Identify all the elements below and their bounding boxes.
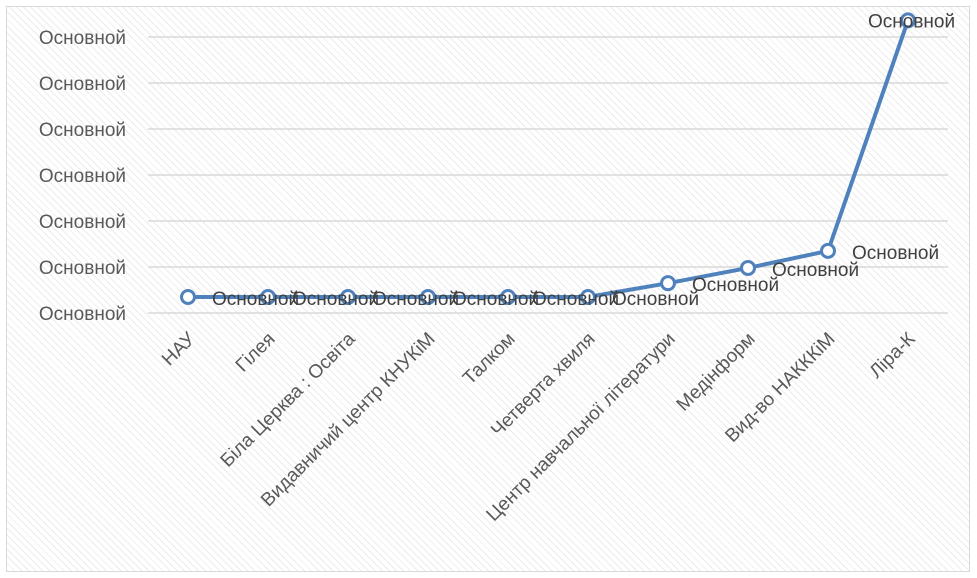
- data-labels: ОсновнойОсновнойОсновнойОсновнойОсновной…: [212, 11, 955, 310]
- data-point: [660, 275, 676, 292]
- x-tick-label: Гілея: [232, 329, 280, 377]
- x-tick-label: Медінформ: [673, 329, 760, 416]
- data-label: Основной: [212, 289, 299, 310]
- data-point: [500, 289, 516, 305]
- x-tick-label: Ліра-К: [866, 329, 920, 383]
- data-point: [900, 12, 916, 29]
- data-label: Основной: [372, 289, 459, 310]
- y-tick-label: Основной: [39, 120, 126, 141]
- y-tick-label: Основной: [39, 212, 126, 233]
- series-layer: [180, 12, 916, 305]
- data-label: Основной: [532, 289, 619, 310]
- x-tick-label: Видавничий центр КНУКіМ: [257, 329, 439, 511]
- gridlines: [148, 36, 948, 314]
- y-tick-label: Основной: [39, 74, 126, 95]
- x-tick-label: Біла Церква : Освіта: [217, 328, 360, 471]
- x-tick-label: Талком: [459, 329, 520, 390]
- y-tick-label: Основной: [39, 166, 126, 187]
- series-line: [188, 19, 910, 299]
- data-label: Основной: [612, 289, 699, 310]
- y-tick-label: Основной: [39, 28, 126, 49]
- data-point: [820, 242, 836, 259]
- data-point: [420, 289, 436, 305]
- data-label: Основной: [868, 11, 955, 32]
- y-axis-tick-labels: Основной Основной Основной Основной Основной…: [39, 28, 126, 325]
- data-label: Основной: [452, 289, 539, 310]
- data-label: Основной: [772, 260, 859, 281]
- data-point: [340, 289, 356, 305]
- chart-area: [6, 6, 970, 572]
- data-label: Основной: [692, 275, 779, 296]
- data-point: [740, 259, 756, 276]
- y-tick-label: Основной: [39, 304, 126, 325]
- data-label: Основной: [852, 243, 939, 264]
- data-label: Основной: [292, 289, 379, 310]
- data-point: [180, 289, 196, 305]
- x-tick-label: НАУ: [158, 328, 200, 370]
- y-tick-label: Основной: [39, 258, 126, 279]
- data-point: [260, 289, 276, 305]
- data-point: [580, 289, 596, 305]
